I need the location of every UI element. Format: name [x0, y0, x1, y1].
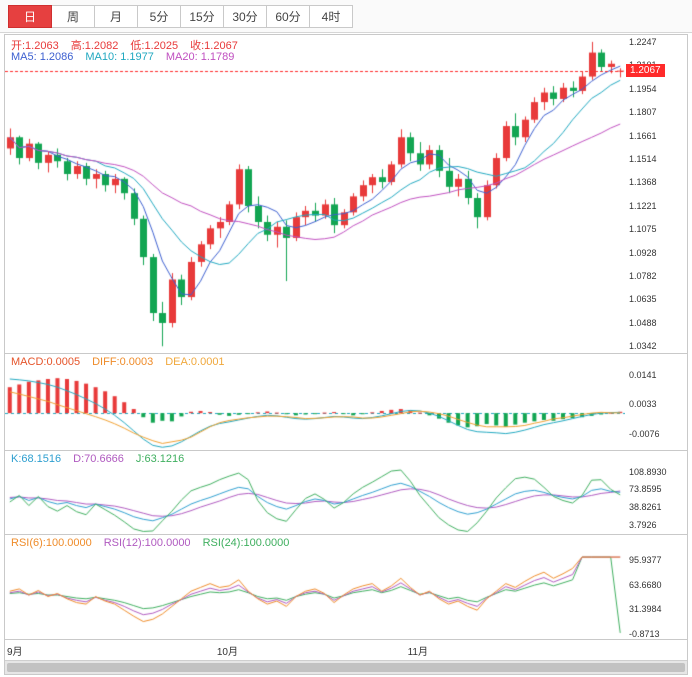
- period-tab-2[interactable]: 月: [94, 4, 138, 28]
- y-axis-tick: -0.0076: [629, 428, 660, 439]
- y-axis-tick: 63.6680: [629, 579, 662, 590]
- y-axis-tick: 38.8261: [629, 502, 662, 513]
- rsi-header: RSI(6):100.0000 RSI(12):100.0000 RSI(24):1…: [5, 534, 687, 551]
- close-value: 收:1.2067: [190, 40, 238, 52]
- candlestick-canvas[interactable]: [5, 35, 625, 353]
- kdj-header: K:68.1516 D:70.6666 J:63.1216: [5, 450, 687, 467]
- y-axis-tick: 73.8595: [629, 484, 662, 495]
- rsi12-value: RSI(12):100.0000: [103, 537, 191, 549]
- x-axis-label: 9月: [7, 647, 23, 658]
- y-axis-tick: 3.7926: [629, 519, 657, 530]
- y-axis-tick: 1.1954: [629, 83, 657, 94]
- y-axis-tick: 1.0488: [629, 317, 657, 328]
- x-axis: 9月 10月 11月: [5, 639, 687, 659]
- ma20-value: MA20: 1.1789: [165, 51, 235, 63]
- y-axis-tick: 1.0342: [629, 341, 657, 352]
- y-axis-tick: 108.8930: [629, 466, 667, 477]
- kdj-canvas[interactable]: [5, 467, 625, 534]
- y-axis-tick: -0.8713: [629, 628, 660, 639]
- period-tab-1[interactable]: 周: [51, 4, 95, 28]
- ma10-value: MA10: 1.1977: [85, 51, 154, 63]
- y-axis-tick: 1.2247: [629, 36, 657, 47]
- y-axis-tick: 1.1075: [629, 224, 657, 235]
- rsi-axis: 95.9377 63.6680 31.3984 -0.8713: [625, 551, 683, 639]
- horizontal-scrollbar[interactable]: [5, 660, 687, 674]
- macd-value: MACD:0.0005: [11, 356, 81, 368]
- rsi-canvas[interactable]: [5, 551, 625, 639]
- macd-header: MACD:0.0005 DIFF:0.0003 DEA:0.0001: [5, 353, 687, 370]
- rsi24-value: RSI(24):100.0000: [202, 537, 290, 549]
- macd-axis: 0.0141 0.0033 -0.0076: [625, 370, 683, 450]
- chart-container: 1.2067 1.22471.21011.19541.18071.16611.1…: [4, 34, 688, 675]
- period-tab-4[interactable]: 15分: [180, 4, 224, 28]
- price-axis: 1.2067 1.22471.21011.19541.18071.16611.1…: [625, 35, 683, 353]
- dea-value: DEA:0.0001: [165, 356, 225, 368]
- y-axis-tick: 0.0141: [629, 369, 657, 380]
- period-tab-5[interactable]: 30分: [223, 4, 267, 28]
- current-price-badge: 1.2067: [626, 63, 665, 77]
- diff-value: DIFF:0.0003: [92, 356, 154, 368]
- main-chart-panel: 1.2067 1.22471.21011.19541.18071.16611.1…: [5, 35, 687, 353]
- ohlc-header: 开:1.2063 高:1.2082 低:1.2025 收:1.2067: [11, 37, 250, 53]
- x-axis-label: 11月: [407, 647, 428, 658]
- rsi-panel: RSI(6):100.0000 RSI(12):100.0000 RSI(24):1…: [5, 534, 687, 639]
- period-tab-0[interactable]: 日: [8, 4, 52, 28]
- y-axis-tick: 1.1368: [629, 177, 657, 188]
- y-axis-tick: 1.1661: [629, 130, 657, 141]
- period-tab-6[interactable]: 60分: [266, 4, 310, 28]
- x-axis-label: 10月: [216, 647, 238, 658]
- y-axis-tick: 31.3984: [629, 604, 662, 615]
- y-axis-tick: 1.0782: [629, 270, 657, 281]
- kdj-axis: 108.8930 73.8595 38.8261 3.7926: [625, 467, 683, 534]
- y-axis-tick: 1.1221: [629, 200, 657, 211]
- macd-panel: MACD:0.0005 DIFF:0.0003 DEA:0.0001 0.0141 0…: [5, 353, 687, 450]
- y-axis-tick: 1.0928: [629, 247, 657, 258]
- ma-header: MA5: 1.2086 MA10: 1.1977 MA20: 1.1789: [11, 51, 246, 63]
- j-value: J:63.1216: [135, 453, 185, 465]
- y-axis-tick: 1.0635: [629, 294, 657, 305]
- low-value: 低:1.2025: [130, 40, 179, 52]
- kdj-panel: K:68.1516 D:70.6666 J:63.1216 108.8930 73.8…: [5, 450, 687, 534]
- y-axis-tick: 0.0033: [629, 399, 657, 410]
- macd-canvas[interactable]: [5, 370, 625, 450]
- d-value: D:70.6666: [73, 453, 124, 465]
- rsi6-value: RSI(6):100.0000: [11, 537, 92, 549]
- period-tab-7[interactable]: 4时: [309, 4, 353, 28]
- y-axis-tick: 1.1807: [629, 107, 657, 118]
- period-toolbar: 日周月 5分 15分 30分 60分 4时: [0, 0, 692, 33]
- y-axis-tick: 1.1514: [629, 154, 657, 164]
- scrollbar-thumb[interactable]: [7, 663, 685, 672]
- k-value: K:68.1516: [11, 453, 62, 465]
- ma5-value: MA5: 1.2086: [11, 51, 74, 63]
- period-tab-3[interactable]: 5分: [137, 4, 181, 28]
- open-value: 开:1.2063: [11, 40, 59, 52]
- y-axis-tick: 95.9377: [629, 555, 662, 566]
- high-value: 高:1.2082: [70, 40, 119, 52]
